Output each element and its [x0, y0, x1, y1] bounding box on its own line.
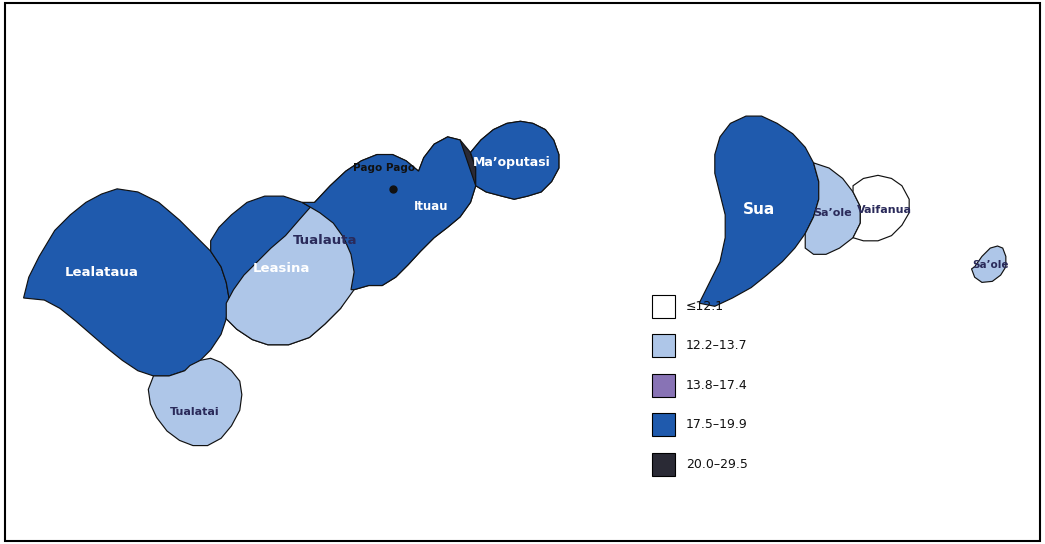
Text: Sua: Sua — [743, 202, 775, 217]
Polygon shape — [470, 121, 559, 199]
Text: Vaifanua: Vaifanua — [857, 205, 911, 215]
Polygon shape — [211, 196, 354, 345]
Bar — [652, 413, 675, 436]
Text: Lealataua: Lealataua — [65, 265, 138, 279]
Text: 20.0–29.5: 20.0–29.5 — [686, 458, 747, 471]
Polygon shape — [972, 246, 1006, 282]
Polygon shape — [853, 175, 909, 241]
Text: Tualauta: Tualauta — [293, 234, 357, 248]
Bar — [652, 374, 675, 397]
Text: Ituau: Ituau — [414, 200, 448, 213]
Polygon shape — [24, 189, 229, 376]
Text: Vaifanua: Vaifanua — [410, 120, 468, 133]
Text: Leasina: Leasina — [253, 262, 310, 275]
Text: 17.5–19.9: 17.5–19.9 — [686, 418, 747, 431]
Bar — [652, 453, 675, 476]
Bar — [652, 335, 675, 357]
Text: Pago Pago: Pago Pago — [353, 163, 415, 173]
Polygon shape — [699, 116, 818, 306]
Polygon shape — [369, 137, 475, 286]
Polygon shape — [302, 121, 559, 289]
Text: 12.2–13.7: 12.2–13.7 — [686, 339, 747, 353]
Bar — [652, 295, 675, 318]
Text: ≤12.1: ≤12.1 — [686, 300, 724, 313]
Polygon shape — [148, 358, 241, 446]
Text: 13.8–17.4: 13.8–17.4 — [686, 379, 747, 392]
Polygon shape — [227, 154, 431, 345]
Polygon shape — [806, 163, 860, 255]
Text: Sa’ole: Sa’ole — [813, 208, 852, 218]
Text: Ma’oputasi: Ma’oputasi — [473, 156, 551, 169]
Text: Tualatai: Tualatai — [170, 407, 219, 417]
Text: Sa’ole: Sa’ole — [972, 259, 1008, 270]
